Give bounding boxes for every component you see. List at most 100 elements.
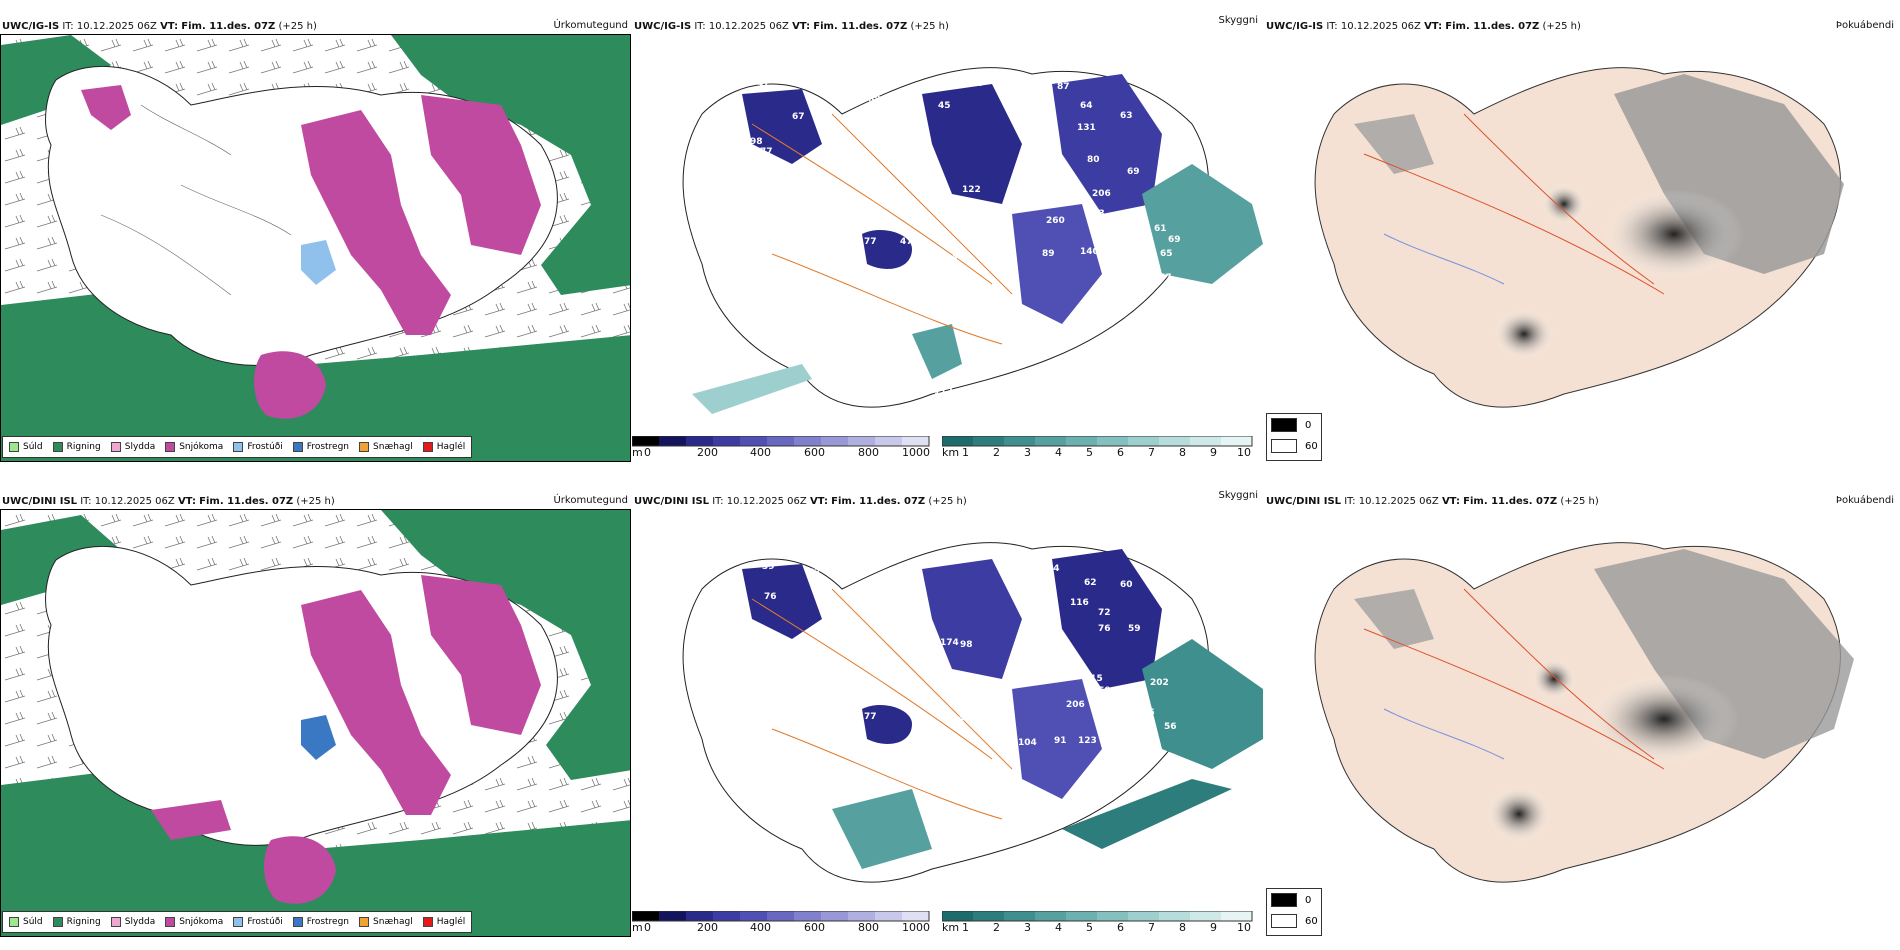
cloud-base-label: 80 xyxy=(1087,155,1100,165)
legend-item: Súld xyxy=(9,442,43,452)
cloud-base-label: 47 xyxy=(1162,616,1175,626)
it-value: 10.12.2025 06Z xyxy=(1358,496,1439,507)
legend-label: Slydda xyxy=(124,442,156,452)
cloud-base-label: 56 xyxy=(1164,722,1177,732)
visibility-tick: 7 xyxy=(1148,446,1155,459)
cloud-base-label: 88 xyxy=(924,189,937,199)
visibility-tick: 10 xyxy=(1237,921,1251,934)
legend-item: Haglél xyxy=(422,442,465,452)
visibility-tick: 10 xyxy=(1237,446,1251,459)
cloud-base-label: 64 xyxy=(1080,101,1093,111)
fog-panel: UWC/DINI ISL IT: 10.12.2025 06Z VT: Fim.… xyxy=(1264,475,1900,950)
it-value: 10.12.2025 06Z xyxy=(94,496,175,507)
cloud-base-label: 103 xyxy=(894,604,913,614)
model-name: UWC/DINI ISL xyxy=(2,496,78,507)
cloud-base-label: 66 xyxy=(732,57,745,67)
cloudbase-tick: 200 xyxy=(697,921,718,934)
panel-header: UWC/DINI ISL IT: 10.12.2025 06Z VT: Fim.… xyxy=(2,496,335,507)
model-name: UWC/IG-IS xyxy=(634,21,692,32)
legend-label: Súld xyxy=(23,917,43,927)
cloud-base-label: 87 xyxy=(1130,253,1143,263)
cloud-base-label: 219 xyxy=(974,223,993,233)
cloud-base-label: 98 xyxy=(960,640,973,650)
cloud-base-label: 87 xyxy=(1057,82,1070,92)
cloud-base-label: 47 xyxy=(900,237,913,247)
legend-item: Frostúði xyxy=(233,917,283,927)
vt-label: VT: xyxy=(809,496,828,507)
cloud-base-label: 67 xyxy=(792,112,805,122)
cloud-base-label: 61 xyxy=(1154,224,1167,234)
cloud-base-label: 174 xyxy=(940,638,959,648)
cloudbase-tick: 1000 xyxy=(902,921,930,934)
cloud-base-label: 65 xyxy=(727,77,740,87)
precip-map xyxy=(0,34,631,462)
cloud-base-label: 156 xyxy=(860,874,879,884)
cloud-map-svg xyxy=(682,542,1263,883)
it-label: IT: xyxy=(1326,21,1338,32)
legend-swatch xyxy=(9,442,19,452)
precip-map-svg xyxy=(1,510,630,936)
cloud-base-label: 98 xyxy=(750,137,763,147)
cloud-base-label: 89 xyxy=(1016,171,1029,181)
cloudbase-tick: 400 xyxy=(750,446,771,459)
vt-value: Fim. 11.des. 07Z xyxy=(813,21,908,32)
cloud-base-label: 62 xyxy=(1084,578,1097,588)
cloud-base-label: 95 xyxy=(924,159,937,169)
cloud-base-label: 72 xyxy=(1098,608,1111,618)
legend-item: Snjókoma xyxy=(165,917,223,927)
legend-swatch xyxy=(165,442,176,452)
cloud-base-label: 114 xyxy=(1116,237,1135,247)
cloud-map-svg xyxy=(682,67,1263,414)
lead-time: (+25 h) xyxy=(1560,496,1599,507)
cloud-base-label: 112 xyxy=(934,387,953,397)
cloud-base-label: 44 xyxy=(952,714,965,724)
row-ig-is: UWC/IG-IS IT: 10.12.2025 06Z VT: Fim. 11… xyxy=(0,15,1894,462)
legend-swatch xyxy=(422,442,433,452)
legend-label: Frostúði xyxy=(247,442,283,452)
cloud-base-label: 86 xyxy=(919,173,932,183)
panel-title: Þokuábendi xyxy=(1835,495,1894,506)
legend-label: Snjókoma xyxy=(179,917,224,927)
cloud-base-label: 206 xyxy=(1092,189,1111,199)
panel-header: UWC/IG-IS IT: 10.12.2025 06Z VT: Fim. 11… xyxy=(634,21,949,32)
visibility-tick: 9 xyxy=(1210,921,1217,934)
legend-item: Slydda xyxy=(110,917,155,927)
lead-time: (+25 h) xyxy=(910,21,949,32)
visibility-bar-svg xyxy=(942,436,1253,447)
legend-label: Snæhagl xyxy=(373,442,413,452)
model-name: UWC/DINI ISL xyxy=(1266,496,1342,507)
panel-title: Úrkomutegund xyxy=(553,495,628,506)
visibility-tick: 6 xyxy=(1117,921,1124,934)
cloud-base-label: 87 xyxy=(898,640,911,650)
cloud-base-label: 104 xyxy=(1018,738,1037,748)
visibility-tick: 6 xyxy=(1117,446,1124,459)
vt-value: Fim. 11.des. 07Z xyxy=(199,496,294,507)
legend-item: Snæhagl xyxy=(359,442,413,452)
cloud-base-label: 57 xyxy=(1159,273,1172,283)
cloudbase-tick: 0 xyxy=(644,921,651,934)
fog-legend-label: 0 xyxy=(1305,419,1312,431)
cloud-base-label: 122 xyxy=(962,185,981,195)
fog-swatch xyxy=(1271,893,1297,907)
legend-item: Rigning xyxy=(52,917,101,927)
fog-legend-label: 60 xyxy=(1305,915,1318,927)
visibility-tick: 8 xyxy=(1179,446,1186,459)
cloud-base-label: 69 xyxy=(1168,235,1181,245)
cloud-base-label: 143 xyxy=(1086,209,1105,219)
legend-label: Rigning xyxy=(66,917,101,927)
cloud-base-label: 63 xyxy=(1120,111,1133,121)
model-name: UWC/DINI ISL xyxy=(634,496,710,507)
cloudbase-tick: 1000 xyxy=(902,446,930,459)
fog-map-svg xyxy=(1314,67,1844,408)
cloud-base-label: 159 xyxy=(1092,686,1111,696)
cloud-base-label: 57 xyxy=(972,79,985,89)
cloudbase-tick: 200 xyxy=(697,446,718,459)
legend-item: Snæhagl xyxy=(359,917,413,927)
cloud-base-label: 73 xyxy=(1104,750,1117,760)
cloudbase-tick: 0 xyxy=(644,446,651,459)
cloud-base-label: 121 xyxy=(1102,267,1121,277)
cloudbase-unit: m xyxy=(632,446,643,459)
visibility-tick: 7 xyxy=(1148,921,1155,934)
cloud-base-label: 60 xyxy=(1122,742,1135,752)
